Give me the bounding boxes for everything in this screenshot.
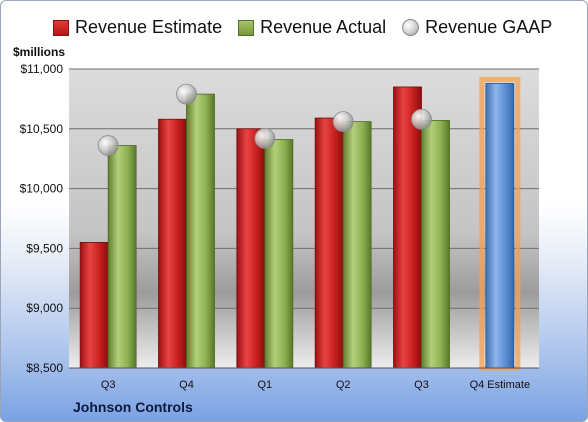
x-tick-label: Q1 (257, 379, 272, 391)
x-tick-label: Q3 (414, 379, 429, 391)
x-tick-label: Q4 Estimate (470, 379, 531, 391)
legend-label-gaap: Revenue GAAP (425, 17, 553, 37)
legend-item-actual: Revenue Actual (238, 17, 386, 38)
legend-swatch-gaap (402, 19, 420, 36)
legend-swatch-estimate (53, 19, 69, 36)
legend-item-gaap: Revenue GAAP (402, 17, 552, 38)
y-tick-label: $8,500 (26, 361, 63, 375)
bar-estimate (314, 117, 344, 369)
bar-estimate (393, 86, 422, 369)
y-axis-unit-label: $millions (13, 45, 66, 59)
marker-gaap (332, 111, 354, 133)
legend-label-estimate: Revenue Estimate (75, 17, 223, 37)
bar-actual (421, 120, 450, 369)
bar-actual (342, 121, 372, 369)
marker-gaap (254, 127, 276, 149)
x-tick-label: Q2 (336, 379, 351, 391)
y-tick-label: $11,000 (21, 62, 64, 76)
bar-estimate (236, 128, 266, 369)
marker-gaap (176, 83, 197, 105)
bar-q4-estimate (485, 82, 515, 369)
bar-estimate (79, 242, 109, 369)
legend-swatch-actual (238, 19, 255, 36)
bar-actual (107, 145, 137, 369)
legend-label-actual: Revenue Actual (260, 17, 387, 37)
y-tick-label: $10,500 (20, 122, 64, 136)
bar-actual (186, 93, 215, 369)
company-caption: Johnson Controls (73, 399, 193, 415)
x-tick-label: Q3 (101, 379, 116, 391)
marker-gaap (411, 108, 432, 130)
x-tick-label: Q4 (179, 379, 194, 391)
bar-estimate (158, 118, 187, 369)
plot-area (69, 69, 539, 368)
marker-gaap (97, 135, 119, 156)
legend: Revenue Estimate Revenue Actual Revenue … (53, 17, 552, 38)
y-tick-label: $9,500 (26, 241, 63, 255)
legend-item-estimate: Revenue Estimate (53, 17, 222, 38)
y-tick-label: $9,000 (26, 301, 63, 315)
y-tick-label: $10,000 (20, 182, 64, 196)
bar-actual (264, 139, 294, 369)
